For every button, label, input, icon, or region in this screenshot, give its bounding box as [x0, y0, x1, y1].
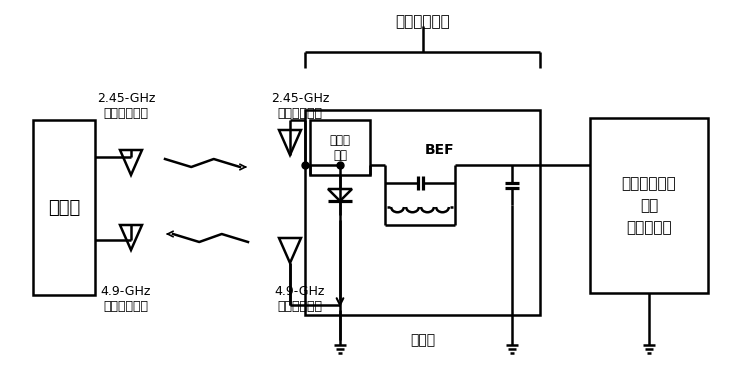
Text: 高調波
発生: 高調波 発生 — [329, 134, 351, 162]
Bar — [590, 118, 708, 293]
Text: 4.9-GHz
受信アンテナ: 4.9-GHz 受信アンテナ — [101, 285, 151, 313]
Bar — [33, 120, 95, 295]
Text: 4.9-GHz
送信アンテナ: 4.9-GHz 送信アンテナ — [275, 285, 325, 313]
Text: 整流器: 整流器 — [410, 333, 435, 347]
Bar — [310, 120, 370, 175]
Text: BEF: BEF — [425, 143, 455, 157]
Text: 2.45-GHz
受電アンテナ: 2.45-GHz 受電アンテナ — [271, 92, 329, 120]
Text: 送電機: 送電機 — [48, 199, 80, 217]
Text: 2.45-GHz
送電アンテナ: 2.45-GHz 送電アンテナ — [97, 92, 155, 120]
Bar — [305, 110, 540, 315]
Text: 受電レクテナ: 受電レクテナ — [395, 14, 450, 29]
Text: バッテリレス
無線
漏水センサ: バッテリレス 無線 漏水センサ — [622, 176, 676, 235]
